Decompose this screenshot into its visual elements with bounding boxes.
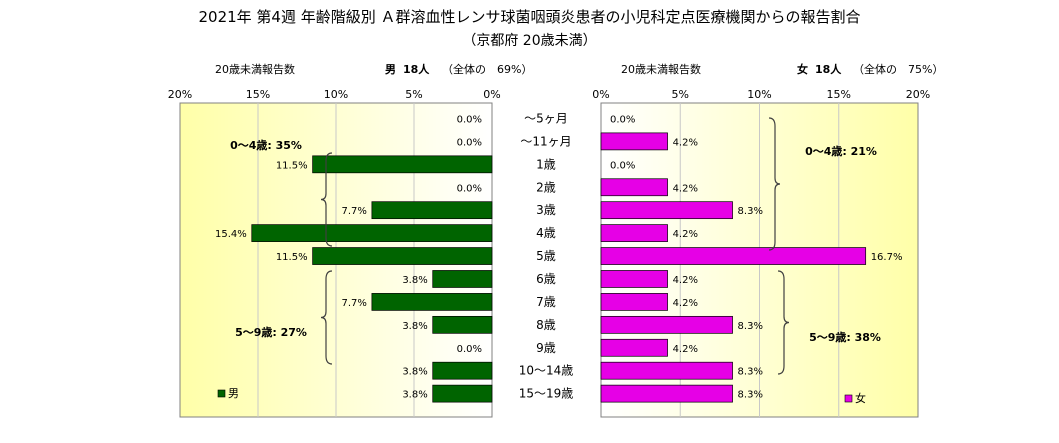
female-bar	[600, 270, 668, 288]
female-bar	[600, 224, 668, 242]
female-bar	[600, 384, 733, 403]
female-bar	[600, 178, 668, 197]
female-tick-label: 5%	[672, 88, 689, 101]
female-axis-title: 20歳未満報告数	[621, 63, 701, 76]
male-bar	[432, 361, 493, 380]
male-tick-label: 10%	[324, 88, 348, 101]
male-annotation-0-4: 0～4歳: 35%	[230, 138, 302, 152]
female-data-label: 4.2%	[673, 344, 698, 355]
male-brace-5-9	[320, 270, 333, 365]
female-sex-label: 女	[797, 63, 808, 76]
female-data-label: 8.3%	[738, 390, 763, 401]
category-label: 10～14歳	[519, 364, 574, 378]
female-data-label: 4.2%	[673, 229, 698, 240]
male-data-label: 3.8%	[402, 367, 427, 378]
chart-title: 2021年 第4週 年齢階級別 Ａ群溶血性レンサ球菌咽頭炎患者の小児科定点医療機…	[198, 8, 861, 26]
female-bar	[600, 247, 867, 265]
category-label: 15～19歳	[519, 387, 574, 401]
male-tick-label: 15%	[246, 88, 270, 101]
female-legend-swatch	[844, 394, 853, 403]
male-data-label: 3.8%	[402, 321, 427, 332]
female-legend-label: 女	[855, 391, 866, 405]
female-bar	[600, 361, 733, 380]
category-label: ～5ヶ月	[524, 111, 568, 125]
male-data-label: 15.4%	[215, 229, 247, 240]
male-brace-0-4	[320, 152, 333, 247]
male-data-label: 0.0%	[457, 183, 482, 194]
female-annotation-5-9: 5～9歳: 38%	[809, 330, 881, 344]
female-tick-label: 10%	[747, 88, 771, 101]
female-bar	[600, 315, 733, 334]
female-share: （全体の 75%）	[853, 63, 944, 76]
male-bar	[312, 247, 493, 265]
male-legend-swatch	[217, 389, 226, 398]
category-label: 3歳	[536, 203, 556, 217]
male-bar	[432, 315, 493, 334]
female-data-label: 4.2%	[673, 137, 698, 148]
male-axis-title: 20歳未満報告数	[215, 63, 295, 76]
female-data-label: 8.3%	[738, 206, 763, 217]
male-annotation-5-9: 5～9歳: 27%	[235, 325, 307, 339]
female-bar	[600, 132, 668, 151]
female-data-label: 16.7%	[871, 252, 903, 263]
male-data-label: 0.0%	[457, 137, 482, 148]
female-tick-label: 20%	[906, 88, 930, 101]
male-share: （全体の 69%）	[442, 63, 533, 76]
chart-subtitle: （京都府 20歳未満）	[462, 33, 597, 49]
male-bar	[371, 201, 493, 220]
category-label: 8歳	[536, 318, 556, 332]
category-label: 9歳	[536, 341, 556, 355]
female-data-label: 4.2%	[673, 183, 698, 194]
category-label: 7歳	[536, 295, 556, 309]
female-bar	[600, 201, 733, 220]
male-sex-label: 男	[385, 63, 396, 76]
male-tick-label: 5%	[405, 88, 422, 101]
female-bar	[600, 338, 668, 357]
male-bar	[432, 384, 493, 403]
male-bar	[312, 155, 493, 174]
male-bar	[251, 224, 493, 242]
female-data-label: 0.0%	[610, 160, 635, 171]
male-data-label: 11.5%	[276, 160, 308, 171]
male-data-label: 0.0%	[457, 344, 482, 355]
female-tick-label: 15%	[827, 88, 851, 101]
male-data-label: 3.8%	[402, 275, 427, 286]
male-bar	[371, 293, 493, 311]
male-count: 18人	[403, 63, 430, 76]
male-tick-label: 0%	[483, 88, 500, 101]
male-data-label: 0.0%	[457, 114, 482, 125]
female-data-label: 0.0%	[610, 114, 635, 125]
female-brace-0-4	[768, 117, 781, 251]
category-label: 6歳	[536, 272, 556, 286]
category-label: ～11ヶ月	[520, 134, 571, 148]
male-data-label: 7.7%	[341, 298, 366, 309]
female-brace-5-9	[777, 270, 790, 375]
female-count: 18人	[815, 63, 842, 76]
category-label: 5歳	[536, 249, 556, 263]
category-label: 2歳	[536, 180, 556, 194]
male-data-label: 3.8%	[402, 390, 427, 401]
female-tick-label: 0%	[592, 88, 609, 101]
female-bar	[600, 293, 668, 311]
category-label: 1歳	[536, 157, 556, 171]
female-data-label: 4.2%	[673, 298, 698, 309]
category-label: 4歳	[536, 226, 556, 240]
male-legend-label: 男	[228, 387, 239, 400]
female-annotation-0-4: 0～4歳: 21%	[805, 144, 877, 158]
male-tick-label: 20%	[168, 88, 192, 101]
male-data-label: 7.7%	[341, 206, 366, 217]
male-data-label: 11.5%	[276, 252, 308, 263]
female-data-label: 8.3%	[738, 321, 763, 332]
female-data-label: 4.2%	[673, 275, 698, 286]
female-data-label: 8.3%	[738, 367, 763, 378]
male-bar	[432, 270, 493, 288]
